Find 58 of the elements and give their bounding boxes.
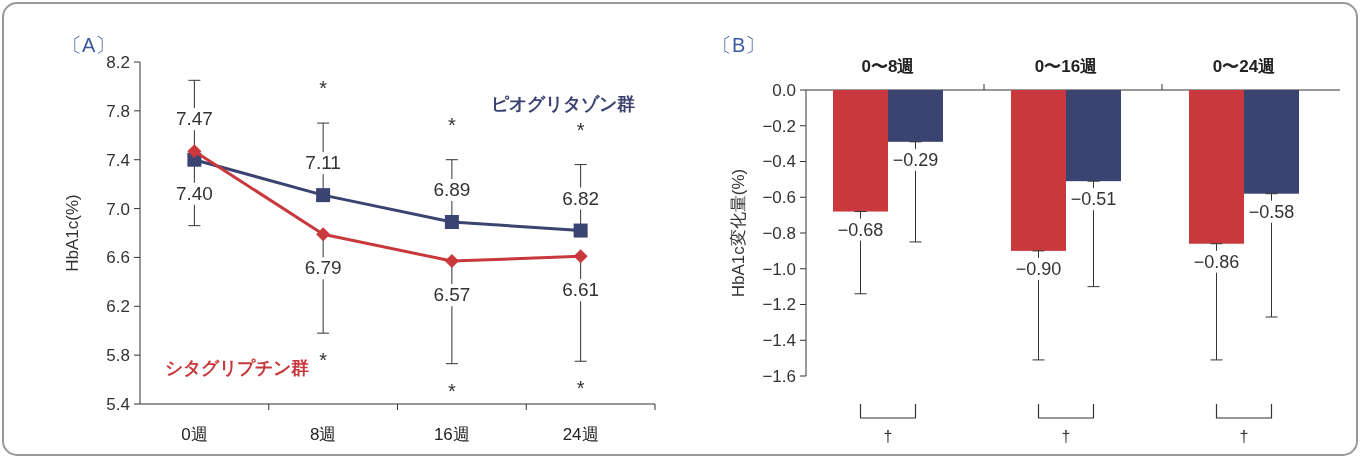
point [316, 227, 331, 242]
text: † [1061, 428, 1071, 445]
x-tick-label: 0〜16週 [1034, 57, 1098, 76]
data-label: −0.58 [1248, 201, 1295, 222]
y-tick-label: −1.0 [762, 259, 796, 279]
text: シタグリプチン群 [165, 358, 309, 378]
y-axis-title: HbA1c(%) [63, 194, 82, 272]
point [444, 215, 459, 230]
x-tick-label: 0〜24週 [1212, 57, 1276, 76]
point [187, 144, 202, 159]
text: † [1239, 428, 1249, 445]
annotation: * [447, 113, 456, 136]
annotation: * [447, 379, 456, 402]
data-label: −0.90 [1015, 258, 1062, 279]
data-label: 7.40 [175, 182, 213, 204]
annotation: * [576, 118, 585, 141]
y-axis-title: HbA1c変化量(%) [729, 168, 748, 298]
y-tick-label: −1.4 [762, 331, 796, 351]
y-tick-label: −1.6 [762, 366, 796, 386]
data-label: 7.11 [305, 152, 341, 174]
point [444, 254, 459, 269]
y-tick-label: 0.0 [772, 80, 796, 100]
y-tick-label: −1.2 [762, 295, 796, 315]
data-label: −0.68 [837, 219, 884, 240]
x-tick-label: 24週 [562, 425, 599, 444]
data-label: 7.47 [175, 108, 213, 130]
chart-title: 〔B〕 [712, 34, 766, 56]
point [316, 188, 331, 203]
text: † [883, 428, 893, 445]
data-label: 6.89 [433, 179, 471, 201]
y-tick-label: 6.2 [106, 297, 130, 317]
y-tick-label: 7.4 [106, 150, 130, 170]
data-label: −0.86 [1193, 251, 1240, 272]
y-tick-label: 7.0 [106, 199, 130, 219]
y-tick-label: −0.4 [762, 152, 796, 172]
y-tick-label: −0.6 [762, 188, 796, 208]
y-tick-label: −0.8 [762, 223, 796, 243]
point [573, 249, 588, 264]
data-label: 6.79 [304, 257, 342, 279]
y-tick-label: 6.6 [106, 248, 130, 268]
y-tick-label: 5.8 [106, 346, 130, 366]
x-tick-label: 8週 [309, 425, 337, 444]
y-tick-label: 5.4 [106, 394, 130, 414]
annotation: * [319, 349, 328, 372]
y-tick-label: −0.2 [762, 116, 796, 136]
x-tick-label: 0〜8週 [861, 57, 915, 76]
data-label: 6.61 [562, 279, 600, 301]
point [573, 223, 588, 238]
data-label: 6.82 [562, 187, 600, 209]
annotation: * [319, 77, 328, 100]
data-label: −0.29 [892, 149, 939, 170]
annotation: * [576, 377, 585, 400]
data-label: 6.57 [433, 284, 471, 306]
y-tick-label: 7.8 [106, 101, 130, 121]
x-tick-label: 0週 [181, 425, 208, 444]
text: ピオグリタゾン群 [491, 94, 635, 114]
data-label: −0.51 [1070, 189, 1117, 210]
x-tick-label: 16週 [433, 425, 470, 444]
